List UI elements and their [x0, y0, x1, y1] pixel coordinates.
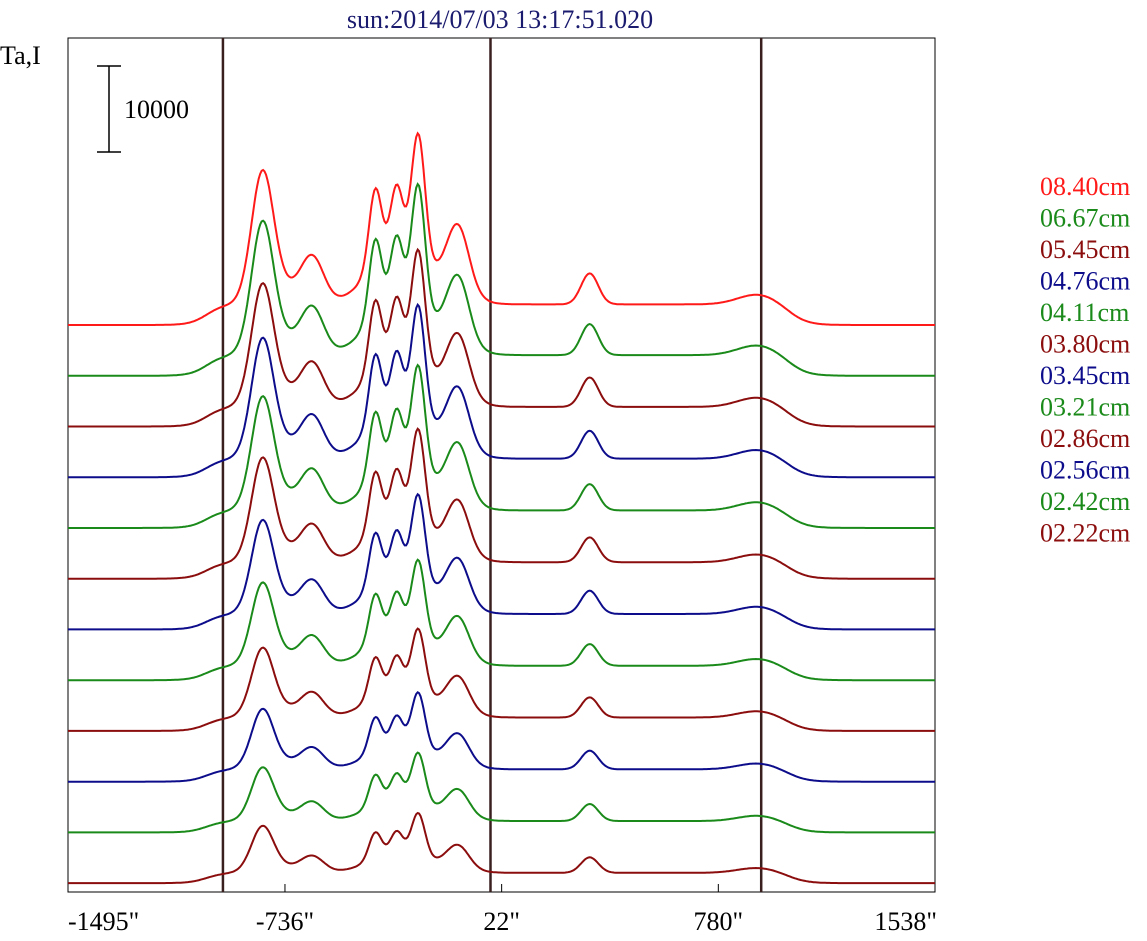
series-line-02.22cm: [68, 811, 935, 885]
legend-entry-9: 02.56cm: [1040, 456, 1130, 485]
scale-bar: 10000: [97, 65, 189, 153]
vertical-lines: [221, 38, 763, 892]
series-line-02.42cm: [68, 751, 935, 834]
series-line-04.76cm: [68, 302, 935, 479]
plot-frame: [67, 37, 936, 893]
legend-entry-1: 06.67cm: [1040, 204, 1130, 233]
legend-entry-10: 02.42cm: [1040, 487, 1130, 516]
series-line-03.80cm: [68, 427, 935, 580]
legend-entry-2: 05.45cm: [1040, 235, 1130, 264]
y-axis-label: Ta,I: [0, 41, 41, 70]
series-line-08.40cm: [68, 131, 935, 326]
series-lines: [68, 131, 935, 885]
legend-entry-7: 03.21cm: [1040, 393, 1130, 422]
series-line-03.45cm: [68, 492, 935, 631]
legend-entry-0: 08.40cm: [1040, 172, 1130, 201]
x-tick-label-2: 22": [483, 907, 520, 936]
x-tick-label-1: -736": [256, 907, 314, 936]
x-ticks: -1495" -736" 22" 780" 1538": [67, 884, 937, 936]
x-tick-label-4: 1538": [874, 907, 937, 936]
series-line-04.11cm: [68, 363, 935, 529]
legend-entry-3: 04.76cm: [1040, 267, 1130, 296]
legend-entry-4: 04.11cm: [1040, 298, 1129, 327]
x-tick-label-3: 780": [694, 907, 744, 936]
series-line-02.86cm: [68, 627, 935, 732]
chart-title: sun:2014/07/03 13:17:51.020: [347, 5, 653, 34]
scale-bar-label: 10000: [124, 95, 189, 124]
legend-entry-8: 02.86cm: [1040, 424, 1130, 453]
legend-entry-5: 03.80cm: [1040, 330, 1130, 359]
legend-entry-6: 03.45cm: [1040, 361, 1130, 390]
series-line-06.67cm: [68, 182, 935, 377]
x-tick-label-0: -1495": [68, 907, 139, 936]
legend-entry-11: 02.22cm: [1040, 519, 1130, 548]
series-line-03.21cm: [68, 558, 935, 682]
series-line-02.56cm: [68, 690, 935, 783]
series-line-05.45cm: [68, 247, 935, 428]
